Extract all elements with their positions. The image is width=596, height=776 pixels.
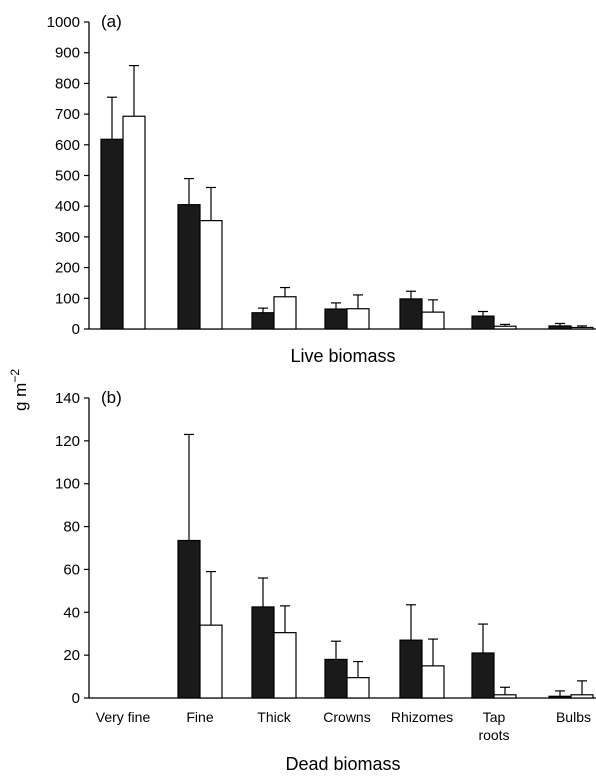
y-tick-label: 400 bbox=[55, 198, 80, 215]
panel-label: (a) bbox=[101, 12, 122, 31]
panel-label: (b) bbox=[101, 388, 122, 407]
y-tick-label: 0 bbox=[72, 321, 80, 338]
y-tick-label: 100 bbox=[55, 476, 80, 493]
panel-a-live-biomass: 0 100 200 300 400 500 600 700 800 900 1000 (a) Live … bbox=[47, 12, 596, 366]
y-tick-label: 800 bbox=[55, 75, 80, 92]
y-tick-label: 1000 bbox=[47, 14, 80, 31]
y-tick-label: 0 bbox=[72, 690, 80, 707]
y-tick-label: 120 bbox=[55, 433, 80, 450]
bar-filled bbox=[548, 325, 572, 330]
y-tick-label: 60 bbox=[63, 561, 80, 578]
y-tick-label: 140 bbox=[55, 390, 80, 407]
x-tick-label: Bulbs bbox=[556, 709, 591, 725]
y-tick-label: 40 bbox=[63, 604, 80, 621]
y-tick-label: 300 bbox=[55, 229, 80, 246]
y-tick-label: 700 bbox=[55, 106, 80, 123]
y-tick-label: 500 bbox=[55, 168, 80, 185]
x-tick-label: Tap roots bbox=[478, 709, 509, 743]
bar-open bbox=[570, 694, 594, 699]
bar-open bbox=[199, 220, 223, 330]
y-axis-title-exponent: −2 bbox=[8, 369, 22, 383]
bar-open bbox=[346, 308, 370, 330]
bar-filled bbox=[251, 606, 275, 699]
bar-open bbox=[199, 624, 223, 699]
bar-open bbox=[493, 694, 517, 699]
y-tick-label: 20 bbox=[63, 647, 80, 664]
y-axis-title: g m−2 bbox=[8, 369, 30, 411]
x-axis-title: Live biomass bbox=[290, 346, 395, 366]
bar-filled bbox=[251, 312, 275, 330]
y-tick-label: 100 bbox=[55, 290, 80, 307]
bar-filled bbox=[399, 298, 423, 330]
bar-open bbox=[421, 665, 445, 699]
bar-filled bbox=[177, 204, 201, 330]
y-tick-label: 200 bbox=[55, 260, 80, 277]
y-tick-label: 600 bbox=[55, 137, 80, 154]
x-tick-label: Fine bbox=[186, 709, 213, 725]
x-tick-label: Thick bbox=[257, 709, 291, 725]
bar-open bbox=[570, 326, 594, 330]
bar-filled bbox=[399, 639, 423, 699]
bar-filled bbox=[324, 308, 348, 330]
y-tick-label: 900 bbox=[55, 45, 80, 62]
bar-open bbox=[122, 115, 146, 330]
x-axis-title: Dead biomass bbox=[285, 754, 400, 774]
bar-open bbox=[273, 296, 297, 330]
bar-filled bbox=[324, 658, 348, 699]
bar-filled bbox=[471, 652, 495, 699]
bar-open bbox=[273, 632, 297, 699]
x-tick-label: Rhizomes bbox=[391, 709, 453, 725]
x-tick-label: Very fine bbox=[96, 709, 151, 725]
panel-b-dead-biomass: 0 20 40 60 80 100 120 140 (b) Very fine Fine Thick C… bbox=[55, 388, 596, 774]
bar-filled bbox=[100, 138, 124, 330]
bar-filled bbox=[177, 539, 201, 699]
x-tick-label: Crowns bbox=[323, 709, 370, 725]
y-tick-label: 80 bbox=[63, 519, 80, 536]
bar-open bbox=[493, 325, 517, 330]
bar-filled bbox=[471, 315, 495, 330]
bar-filled bbox=[548, 695, 572, 699]
bar-open bbox=[346, 677, 370, 699]
bar-open bbox=[421, 311, 445, 330]
